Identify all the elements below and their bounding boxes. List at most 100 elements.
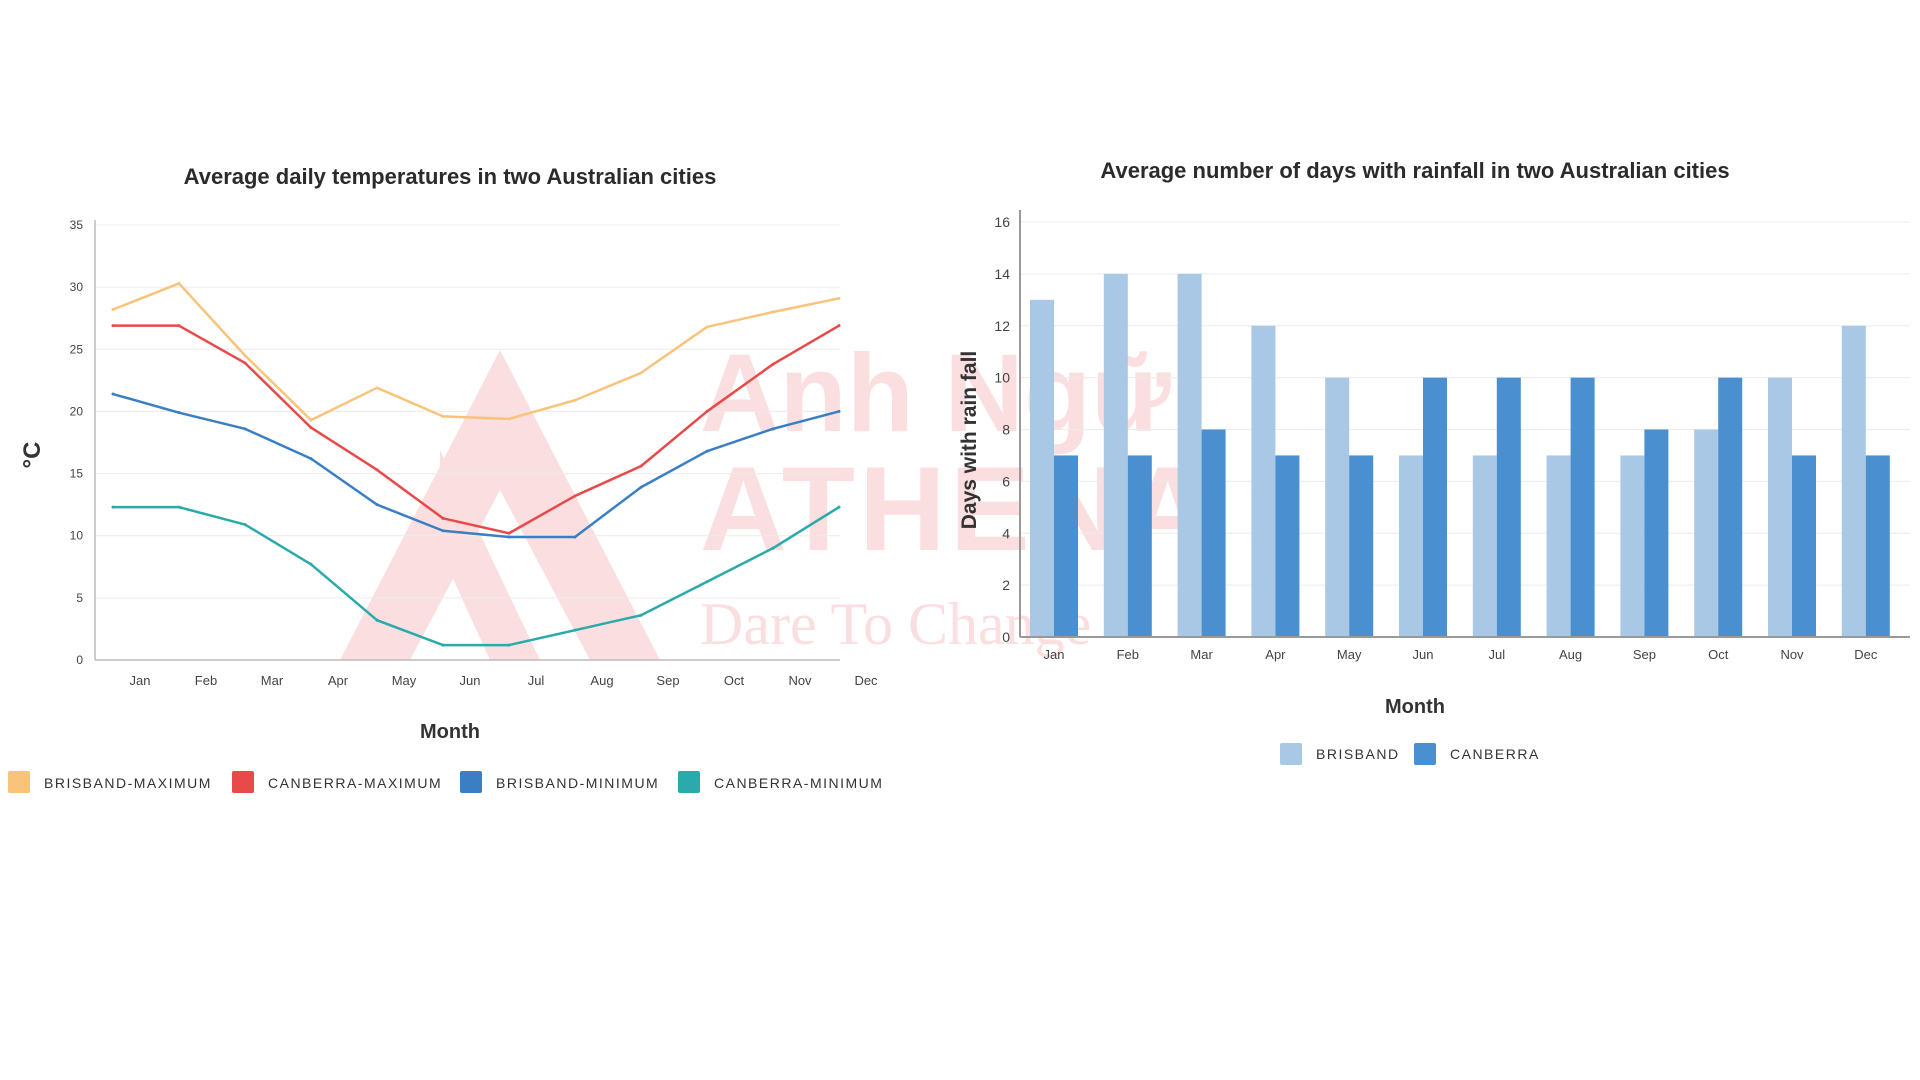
x-tick-label: Mar	[1190, 647, 1213, 662]
temperature-chart-title: Average daily temperatures in two Austra…	[184, 164, 717, 189]
data-point	[177, 281, 181, 285]
legend-label: CANBERRA-MAXIMUM	[268, 775, 442, 791]
bar-brisband-jan	[1030, 299, 1054, 637]
x-tick-label: Dec	[1854, 647, 1878, 662]
data-point	[375, 503, 379, 507]
x-tick-label: Jun	[460, 673, 481, 688]
bar-canberra-apr	[1275, 455, 1300, 637]
y-tick-label: 10	[70, 529, 84, 543]
data-point	[837, 505, 841, 509]
legend-item: CANBERRA-MINIMUM	[678, 771, 883, 793]
x-tick-label: Aug	[1559, 647, 1582, 662]
x-tick-label: Jun	[1413, 647, 1434, 662]
y-tick-label: 0	[76, 653, 83, 667]
legend-swatch	[678, 771, 700, 793]
data-point	[177, 505, 181, 509]
bar-canberra-sep	[1644, 429, 1669, 637]
x-tick-label: Feb	[195, 673, 217, 688]
data-point	[639, 485, 643, 489]
x-tick-label: Jan	[130, 673, 151, 688]
bar-canberra-may	[1349, 455, 1374, 637]
legend-item: BRISBAND	[1280, 743, 1400, 765]
y-tick-label: 25	[70, 342, 84, 356]
data-point	[705, 449, 709, 453]
x-tick-label: Apr	[1265, 647, 1286, 662]
data-point	[375, 386, 379, 390]
data-point	[507, 531, 511, 535]
rainfall-chart-svg: Average number of days with rainfall in …	[958, 158, 1910, 765]
data-point	[705, 325, 709, 329]
bar-canberra-aug	[1570, 377, 1595, 637]
data-point	[441, 414, 445, 418]
x-axis-title: Month	[420, 721, 480, 743]
bar-brisband-oct	[1694, 429, 1719, 637]
data-point	[639, 613, 643, 617]
x-tick-label: Dec	[854, 673, 878, 688]
data-point	[771, 427, 775, 431]
temperature-chart: Average daily temperatures in two Austra…	[0, 140, 920, 820]
data-point	[639, 464, 643, 468]
legend-swatch	[460, 771, 482, 793]
y-tick-label: 35	[70, 218, 84, 232]
bar-canberra-jul	[1496, 377, 1521, 637]
y-tick-label: 4	[1002, 525, 1010, 541]
data-point	[111, 308, 115, 312]
data-point	[375, 618, 379, 622]
y-axis-title: Days with rain fall	[958, 351, 981, 530]
legend-label: BRISBAND-MAXIMUM	[44, 775, 212, 791]
x-tick-label: May	[1337, 647, 1362, 662]
y-axis-title: °C	[19, 442, 46, 469]
y-tick-label: 16	[994, 214, 1010, 230]
bar-brisband-jul	[1472, 455, 1497, 637]
bar-brisband-nov	[1768, 377, 1792, 637]
data-point	[573, 494, 577, 498]
legend-label: CANBERRA-MINIMUM	[714, 775, 883, 791]
data-point	[309, 418, 313, 422]
bar-brisband-may	[1325, 377, 1350, 637]
series-line-canberra-maximum	[113, 324, 840, 535]
x-tick-label: May	[392, 673, 417, 688]
bar-brisband-mar	[1177, 273, 1202, 637]
x-tick-label: Oct	[724, 673, 745, 688]
bar-brisband-aug	[1546, 455, 1571, 637]
data-point	[243, 361, 247, 365]
series-line-brisband-minimum	[112, 392, 840, 539]
data-point	[837, 409, 841, 413]
data-point	[111, 324, 115, 328]
data-point	[375, 468, 379, 472]
legend-swatch	[8, 771, 30, 793]
data-point	[771, 310, 775, 314]
x-tick-label: Jan	[1044, 647, 1065, 662]
data-point	[771, 546, 775, 550]
data-point	[573, 628, 577, 632]
data-point	[309, 562, 313, 566]
y-tick-label: 2	[1002, 577, 1010, 593]
bar-brisband-apr	[1251, 325, 1276, 637]
legend-label: BRISBAND	[1316, 746, 1400, 762]
rainfall-chart-title: Average number of days with rainfall in …	[1100, 158, 1729, 183]
data-point	[507, 643, 511, 647]
x-tick-label: Jul	[1488, 647, 1505, 662]
bar-canberra-dec	[1865, 455, 1890, 637]
x-tick-label: Sep	[1633, 647, 1656, 662]
data-point	[243, 523, 247, 527]
rainfall-chart: Average number of days with rainfall in …	[920, 140, 1920, 820]
y-tick-label: 12	[994, 318, 1010, 334]
y-tick-label: 20	[70, 404, 84, 418]
data-point	[111, 392, 115, 396]
x-tick-label: Oct	[1708, 647, 1729, 662]
y-tick-label: 5	[76, 591, 83, 605]
x-tick-label: Feb	[1117, 647, 1139, 662]
y-tick-label: 30	[70, 280, 84, 294]
x-tick-label: Nov	[788, 673, 812, 688]
bar-canberra-oct	[1718, 377, 1743, 637]
data-point	[573, 535, 577, 539]
data-point	[309, 426, 313, 430]
y-tick-label: 6	[1002, 473, 1010, 489]
legend-label: CANBERRA	[1450, 746, 1540, 762]
x-axis-title: Month	[1385, 696, 1445, 718]
legend-swatch	[232, 771, 254, 793]
data-point	[177, 324, 181, 328]
legend-swatch	[1414, 743, 1436, 765]
y-tick-label: 8	[1002, 422, 1010, 438]
